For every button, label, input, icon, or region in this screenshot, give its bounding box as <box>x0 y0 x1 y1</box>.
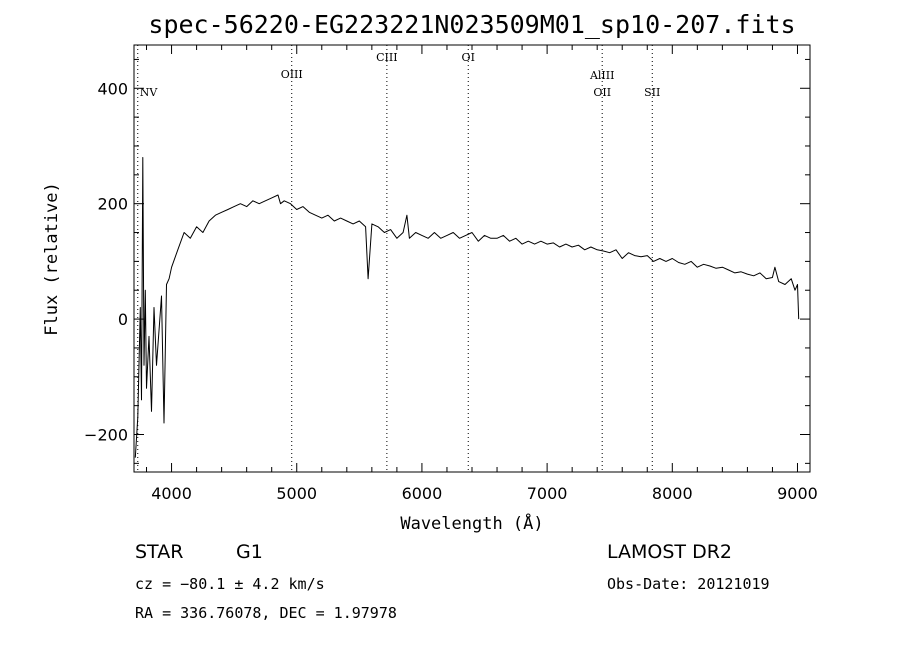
observation-date: Obs-Date: 20121019 <box>607 575 770 593</box>
marker-label-sii: SII <box>644 86 660 99</box>
y-axis: −200 0 200 400 <box>84 58 810 464</box>
spectrum-line <box>134 157 800 458</box>
marker-label-oii: OII <box>593 86 611 99</box>
object-subclass: G1 <box>236 541 263 563</box>
x-tick-label: 5000 <box>276 484 317 503</box>
marker-label-oi: OI <box>462 51 475 64</box>
y-tick-label: −200 <box>84 425 128 444</box>
object-type: STAR <box>135 541 183 563</box>
y-tick-label: 0 <box>118 310 128 329</box>
marker-label-oiii: OIII <box>281 68 303 81</box>
marker-label-nv: NV <box>140 86 159 99</box>
plot-frame <box>133 44 811 473</box>
x-tick-label: 9000 <box>777 484 818 503</box>
coordinates: RA = 336.76078, DEC = 1.97978 <box>135 604 397 622</box>
x-tick-label: 4000 <box>151 484 192 503</box>
redshift-velocity: cz = −80.1 ± 4.2 km/s <box>135 575 325 593</box>
data-layer <box>134 157 800 458</box>
y-tick-label: 400 <box>97 79 128 98</box>
x-axis: 4000 5000 6000 7000 8000 9000 <box>146 45 818 503</box>
spectral-line-markers: NV OIII CIII OI AlIII OII SII <box>137 45 660 472</box>
marker-label-ciii: CIII <box>376 51 397 64</box>
x-axis-label: Wavelength (Å) <box>400 512 543 534</box>
y-tick-label: 200 <box>97 195 128 214</box>
marker-label-aliii: AlIII <box>589 69 615 82</box>
survey-name: LAMOST DR2 <box>607 541 732 563</box>
y-axis-label: Flux (relative) <box>42 182 62 336</box>
chart-title: spec-56220-EG223221N023509M01_sp10-207.f… <box>148 10 795 39</box>
x-tick-label: 8000 <box>652 484 693 503</box>
x-tick-label: 6000 <box>402 484 443 503</box>
x-tick-label: 7000 <box>527 484 568 503</box>
